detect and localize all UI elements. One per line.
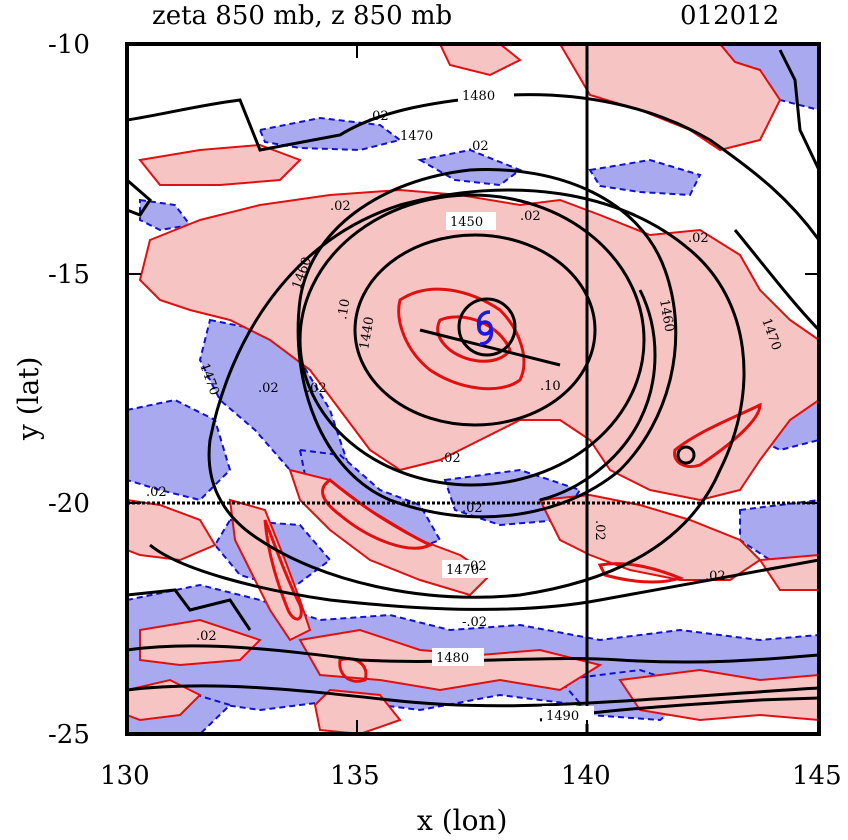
contour-label: .10 <box>335 298 353 321</box>
height-contour <box>127 644 819 664</box>
contour-label: 1490 <box>546 709 579 724</box>
pos-region <box>138 143 302 186</box>
contour-label: .02 <box>440 451 461 466</box>
contour-label: 1480 <box>462 89 495 104</box>
height-contour-labels: 1480 1470 1460 1450 1440 1460 1470 1470 … <box>196 86 784 724</box>
contour-label: .02 <box>592 520 607 541</box>
contour-label: 1440 <box>357 315 378 350</box>
height-contour <box>778 49 819 171</box>
contour-label: .02 <box>466 559 487 574</box>
vort-contour <box>673 402 762 468</box>
height-contour <box>127 684 819 708</box>
vort-contour <box>263 519 303 621</box>
height-contour <box>296 168 678 519</box>
x-axis-label: x (lon) <box>417 804 507 837</box>
contour-label: 1450 <box>450 215 483 230</box>
tropical-cyclone-icon <box>476 310 494 346</box>
y-tick-label: -15 <box>48 260 90 290</box>
map-title: zeta 850 mb, z 850 mb <box>152 1 452 31</box>
x-tick-label: 135 <box>330 761 380 791</box>
x-tick-label: 130 <box>100 761 150 791</box>
y-tick-label: -25 <box>48 720 90 750</box>
height-contour <box>676 445 696 465</box>
vort-contour <box>397 287 526 391</box>
contour-label: .02 <box>468 139 489 154</box>
contour-label: .02 <box>196 629 217 644</box>
x-tick-label: 145 <box>792 761 842 791</box>
plot-frame <box>125 42 821 736</box>
pos-region <box>127 498 217 562</box>
contour-label: .02 <box>306 381 327 396</box>
height-contour <box>419 328 561 367</box>
contour-label: 1480 <box>436 651 469 666</box>
vorticity-contour-labels: .02 .02 .02 .02 .02 .02 .02 .02 .02 .02 … <box>146 109 726 644</box>
contour-label: .02 <box>146 485 167 500</box>
contour-label: -.02 <box>462 615 487 630</box>
vort-contour <box>321 478 434 550</box>
map-date-label: 012012 <box>680 1 779 31</box>
pos-region <box>538 493 762 581</box>
contour-label: .02 <box>688 231 709 246</box>
contour-label: 1460 <box>656 298 677 333</box>
contour-label: 1470 <box>400 129 433 144</box>
contour-label: .02 <box>330 199 351 214</box>
axis-ticks <box>126 43 820 735</box>
contour-label: .10 <box>540 379 561 394</box>
strong-vorticity-contours <box>263 287 762 683</box>
neg-region <box>139 198 192 232</box>
height-contour <box>149 543 819 611</box>
pos-region <box>438 44 522 77</box>
height-contour <box>457 297 517 357</box>
neg-region <box>417 148 523 187</box>
y-tick-label: -20 <box>48 489 90 519</box>
neg-region <box>588 158 702 197</box>
height-contour <box>539 289 657 502</box>
height-contour <box>127 178 152 217</box>
neg-region <box>127 398 232 502</box>
x-tick-label: 140 <box>561 761 611 791</box>
contour-label: .02 <box>705 569 726 584</box>
pos-region <box>139 618 262 667</box>
contour-label: .02 <box>520 209 541 224</box>
vort-contour <box>436 315 512 363</box>
y-tick-label: -10 <box>48 30 90 60</box>
contour-label: .02 <box>462 501 483 516</box>
height-contour <box>733 229 819 332</box>
height-contour <box>353 233 597 427</box>
height-contour <box>127 588 252 631</box>
pos-region <box>313 688 402 734</box>
height-contour <box>298 193 646 487</box>
contour-label: .02 <box>368 109 389 124</box>
contour-label: 1470 <box>446 563 479 578</box>
height-contour <box>207 188 746 599</box>
pos-region <box>127 678 202 722</box>
y-axis-label: y (lat) <box>12 357 45 441</box>
contour-label: .02 <box>258 381 279 396</box>
map-plot-area: 1480 1470 1460 1450 1440 1460 1470 1470 … <box>127 44 819 734</box>
